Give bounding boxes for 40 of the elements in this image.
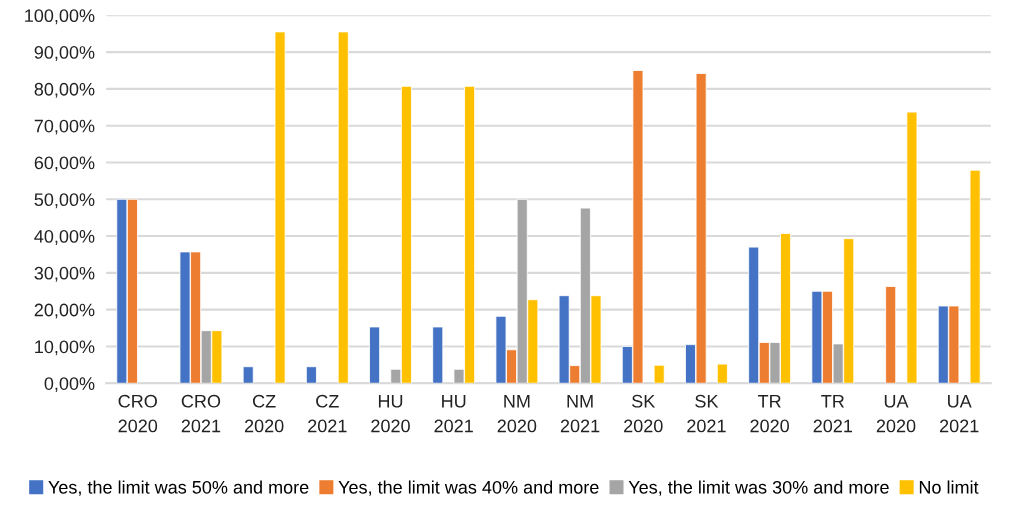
y-tick-label: 20,00% (34, 303, 95, 319)
x-tick-label: SK 2020 (624, 394, 663, 433)
x-tick-label: CZ 2020 (244, 394, 284, 433)
legend-label: No limit (919, 480, 979, 494)
y-tick-label: 100,00% (25, 9, 95, 25)
y-tick-label: 50,00% (34, 193, 95, 209)
bar (242, 366, 254, 384)
bar (432, 326, 444, 384)
legend-label: Yes, the limit was 50% and more (48, 480, 309, 496)
x-tick-label: SK 2021 (687, 394, 726, 433)
y-tick-label: 60,00% (34, 156, 95, 172)
x-tick-label: HU 2020 (371, 395, 410, 433)
bar (337, 31, 349, 384)
bar (305, 366, 317, 384)
bar (369, 326, 381, 384)
bar (716, 363, 728, 384)
x-tick-label: CZ 2021 (308, 394, 347, 433)
y-tick-label: 40,00% (34, 230, 95, 245)
bar (885, 286, 897, 384)
x-tick-label: NM 2020 (497, 395, 537, 433)
x-tick-label: UA 2021 (940, 395, 979, 433)
bar (274, 31, 286, 384)
y-tick-label: 70,00% (34, 119, 95, 135)
bar (653, 364, 665, 384)
y-tick-label: 90,00% (34, 46, 95, 61)
bar (969, 169, 981, 384)
legend-label: Yes, the limit was 30% and more (628, 480, 889, 496)
x-tick-label: NM 2021 (560, 395, 600, 433)
y-tick-label: 0,00% (44, 377, 95, 393)
x-tick-label: TR 2021 (813, 395, 853, 433)
legend-label: Yes, the limit was 40% and more (338, 480, 599, 496)
y-tick-label: 80,00% (34, 82, 95, 98)
x-tick-label: HU 2021 (434, 395, 473, 433)
x-tick-label: TR 2020 (750, 395, 789, 433)
y-tick-label: 30,00% (34, 266, 95, 282)
x-tick-label: CRO 2020 (118, 394, 158, 433)
x-tick-label: CRO 2021 (181, 394, 221, 433)
x-tick-label: UA 2020 (876, 395, 916, 433)
y-tick-label: 10,00% (35, 340, 95, 356)
bar (906, 111, 918, 384)
